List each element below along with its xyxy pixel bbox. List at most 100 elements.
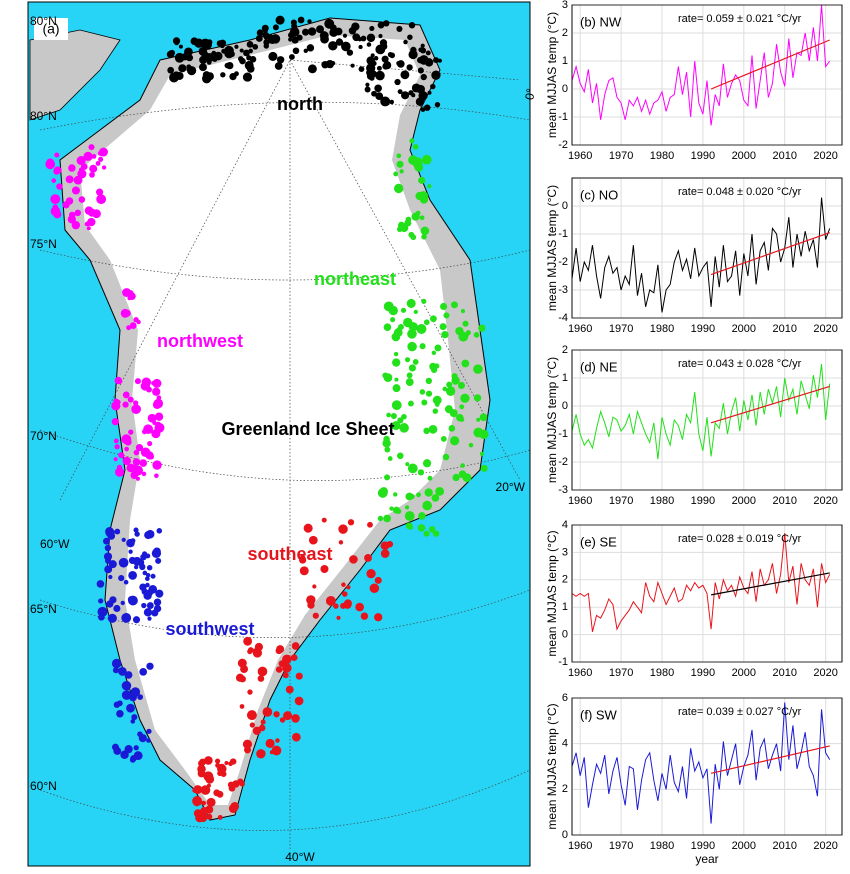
- glacier-dot: [421, 234, 427, 240]
- glacier-dot: [380, 42, 388, 50]
- glacier-dot: [114, 444, 120, 450]
- glacier-dot: [294, 696, 304, 706]
- trend-line: [710, 39, 830, 90]
- ellesmere: [29, 29, 121, 121]
- glacier-dot: [126, 325, 132, 331]
- glacier-dot: [285, 685, 294, 694]
- x-tick-label: 1980: [650, 323, 674, 335]
- glacier-dot: [416, 324, 427, 334]
- glacier-dot: [449, 409, 458, 418]
- glacier-dot: [395, 508, 402, 514]
- glacier-dot: [279, 717, 286, 723]
- glacier-dot: [80, 163, 88, 170]
- glacier-dot: [175, 55, 182, 63]
- annotation: rate= 0.059 ± 0.021 °C/yr: [678, 13, 802, 25]
- glacier-dot: [246, 65, 255, 73]
- glacier-dot: [127, 396, 134, 403]
- glacier-dot: [403, 317, 413, 328]
- glacier-dot: [50, 194, 61, 205]
- glacier-dot: [446, 386, 456, 397]
- glacier-dot: [403, 39, 408, 45]
- glacier-dot: [421, 399, 428, 406]
- glacier-dot: [394, 377, 399, 382]
- glacier-dot: [151, 429, 161, 439]
- glacier-dot: [419, 215, 425, 221]
- glacier-dot: [117, 379, 123, 385]
- y-tick-label: -1: [558, 228, 568, 240]
- glacier-dot: [380, 549, 390, 558]
- glacier-dot: [257, 666, 268, 677]
- glacier-dot: [412, 87, 418, 92]
- glacier-dot: [377, 21, 385, 29]
- glacier-dot: [416, 492, 421, 498]
- annotation: rate= 0.048 ± 0.020 °C/yr: [678, 186, 802, 198]
- glacier-dot: [433, 57, 439, 64]
- glacier-dot: [288, 54, 295, 60]
- glacier-dot: [166, 50, 175, 59]
- glacier-dot: [254, 642, 263, 652]
- glacier-dot: [121, 690, 132, 700]
- glacier-dot: [127, 595, 135, 603]
- y-tick-label: -3: [558, 484, 568, 496]
- trend-line: [710, 232, 830, 276]
- glacier-dot: [187, 66, 197, 76]
- x-tick-label: 1960: [568, 495, 592, 507]
- glacier-dot: [308, 535, 318, 545]
- glacier-dot: [427, 184, 432, 189]
- glacier-dot: [404, 219, 412, 227]
- glacier-dot: [407, 34, 413, 40]
- glacier-dot: [153, 598, 162, 606]
- glacier-dot: [120, 600, 125, 606]
- glacier-dot: [404, 511, 415, 521]
- glacier-dot: [377, 515, 384, 522]
- glacier-dot: [394, 78, 401, 86]
- x-tick-label: 1960: [568, 150, 592, 162]
- glacier-dot: [152, 460, 162, 470]
- panel-title: (c) NO: [580, 187, 618, 202]
- glacier-dot: [99, 611, 106, 617]
- glacier-dot: [89, 164, 98, 173]
- glacier-dot: [396, 153, 402, 159]
- glacier-dot: [239, 57, 246, 65]
- glacier-dot: [206, 813, 213, 820]
- glacier-dot: [440, 436, 447, 442]
- glacier-dot: [382, 439, 391, 448]
- glacier-dot: [418, 91, 428, 101]
- glacier-dot: [391, 400, 402, 411]
- glacier-dot: [316, 25, 324, 34]
- glacier-dot: [384, 474, 391, 481]
- glacier-dot: [393, 351, 399, 357]
- y-tick-label: 0: [562, 83, 568, 95]
- glacier-dot: [237, 658, 247, 668]
- glacier-dot: [460, 463, 465, 468]
- glacier-dot: [276, 56, 285, 64]
- glacier-dot: [460, 308, 466, 314]
- glacier-dot: [422, 500, 432, 511]
- glacier-dot: [133, 527, 139, 533]
- glacier-dot: [133, 745, 139, 751]
- glacier-dot: [371, 61, 377, 67]
- glacier-dot: [479, 429, 489, 440]
- x-tick-label: 1990: [691, 150, 715, 162]
- glacier-dot: [129, 693, 137, 702]
- y-tick-label: -1: [558, 428, 568, 440]
- glacier-dot: [146, 662, 154, 670]
- glacier-dot: [440, 302, 448, 311]
- data-line: [571, 533, 831, 632]
- glacier-dot: [145, 572, 151, 578]
- glacier-dot: [242, 739, 253, 749]
- glacier-dot: [432, 408, 439, 414]
- glacier-dot: [420, 226, 430, 236]
- glacier-dot: [407, 463, 418, 474]
- glacier-dot: [393, 183, 404, 194]
- glacier-dot: [263, 28, 268, 33]
- glacier-dot: [155, 557, 162, 564]
- glacier-dot: [373, 56, 379, 61]
- glacier-dot: [417, 469, 425, 476]
- glacier-dot: [122, 456, 131, 466]
- glacier-dot: [139, 668, 148, 676]
- glacier-dot: [132, 458, 141, 466]
